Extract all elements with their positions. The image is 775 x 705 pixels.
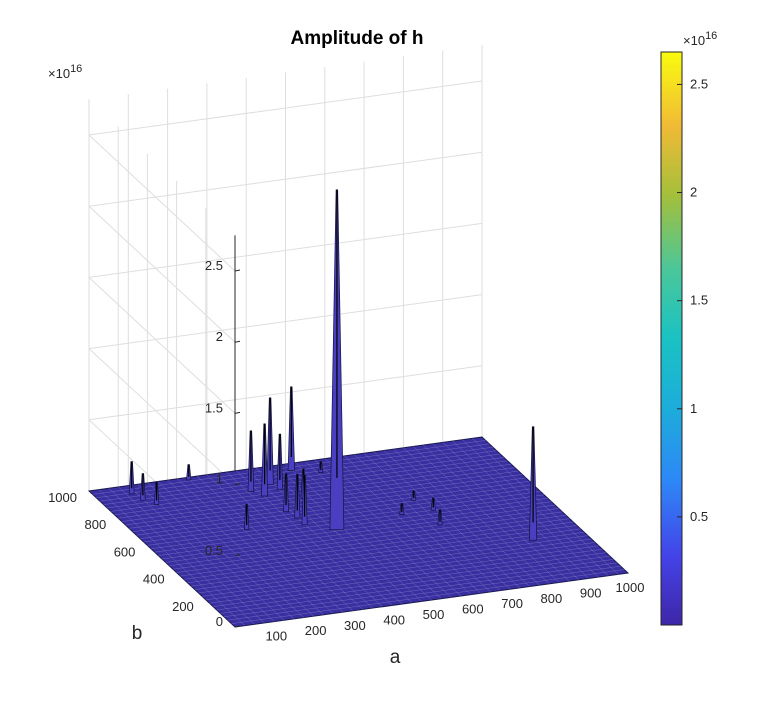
colorbar-tick-label: 1.5 — [690, 293, 708, 308]
x-tick-label: 400 — [383, 612, 405, 627]
mesh-line-b — [129, 474, 523, 529]
mesh-line-b — [103, 450, 497, 505]
mesh-line-a — [344, 455, 491, 593]
mesh-line-b — [121, 467, 515, 522]
mesh-line-a — [432, 443, 580, 580]
grid-line-z-left — [88, 205, 236, 343]
mesh-line-a — [442, 442, 589, 579]
x-tick-label: 300 — [344, 618, 366, 633]
z-tick-label: 2 — [216, 329, 223, 344]
surface-peak — [128, 461, 135, 495]
mesh-line-a — [354, 454, 501, 591]
z-axis-multiplier: ×1016 — [48, 63, 82, 81]
z-tick-label: 1 — [216, 472, 223, 487]
x-tick-label: 600 — [462, 602, 484, 617]
mesh-line-a — [324, 458, 471, 595]
mesh-line-b — [110, 457, 504, 512]
x-tick-label: 100 — [265, 629, 287, 644]
grid-line-z-left — [88, 134, 236, 272]
z-tick-label: 1.5 — [205, 400, 223, 415]
z-tick-label: 2.5 — [205, 258, 223, 273]
surface-peaks — [128, 189, 538, 541]
z-tick-label: 0.5 — [205, 543, 223, 558]
y-tick-label: 400 — [143, 572, 165, 587]
surface-peak — [294, 473, 301, 519]
surface-peak — [529, 426, 538, 541]
mesh-line-b — [125, 470, 519, 526]
y-axis-label: b — [132, 623, 143, 644]
surface-peak — [140, 473, 146, 501]
x-tick-label: 1000 — [616, 580, 645, 595]
surface-peak — [153, 481, 160, 505]
mesh-line-a — [393, 448, 540, 586]
mesh-line-b — [158, 501, 552, 556]
x-tick-label: 800 — [541, 591, 563, 606]
surface-peak — [329, 189, 345, 531]
mesh-line-b — [118, 463, 512, 519]
surface-peak — [301, 475, 308, 526]
mesh-line-b — [154, 497, 548, 553]
mesh-line-a — [403, 447, 550, 584]
z-tick-label: 0 — [216, 614, 223, 629]
z-tick-mark — [234, 483, 241, 486]
surface-peak — [318, 461, 324, 473]
surface-peak — [247, 430, 255, 492]
colorbar: ×1016 0.5 1 1.5 2 2.5 — [660, 30, 717, 626]
colorbar-ticks: 0.5 1 1.5 2 2.5 — [677, 76, 708, 524]
surface-peak — [430, 497, 436, 511]
surface-peak — [243, 504, 250, 530]
mesh-line-a — [363, 453, 511, 590]
y-tick-label: 800 — [84, 517, 106, 532]
mesh-line-a — [295, 462, 442, 599]
y-tick-label: 1000 — [48, 490, 77, 505]
x-tick-label: 500 — [423, 607, 445, 622]
colorbar-tick-label: 2 — [690, 185, 697, 200]
chart-title: Amplitude of h — [291, 28, 424, 49]
z-tick-mark — [234, 269, 241, 272]
x-axis-label: a — [390, 647, 401, 668]
x-tick-label: 900 — [580, 585, 602, 600]
axes-grid — [88, 45, 483, 628]
mesh-line-b — [96, 443, 490, 499]
surface-peak — [186, 464, 192, 481]
colorbar-multiplier: ×1016 — [683, 30, 717, 48]
mesh-line-a — [304, 461, 452, 598]
y-tick-label: 200 — [172, 599, 194, 614]
colorbar-tick-label: 2.5 — [690, 76, 708, 91]
surface-peak — [287, 386, 295, 471]
grid-line-z-left — [88, 277, 236, 414]
surface-floor — [87, 436, 630, 628]
mesh-line-b — [161, 504, 556, 560]
grid-line-z-left — [88, 348, 236, 485]
surface-peak — [283, 473, 289, 513]
y-tick-label: 600 — [114, 544, 136, 559]
mesh-line-b — [151, 494, 545, 550]
z-tick-mark — [234, 411, 241, 414]
colorbar-tick-label: 1 — [690, 401, 697, 416]
surface-peak — [266, 397, 274, 485]
x-tick-label: 700 — [501, 596, 523, 611]
mesh-line-a — [422, 444, 570, 582]
mesh-line-a — [413, 446, 560, 583]
mesh-line-a — [472, 438, 619, 575]
colorbar-tick-label: 0.5 — [690, 509, 708, 524]
surface-peak — [276, 433, 284, 490]
mesh-line-b — [114, 460, 508, 516]
axis-ticks: 0 0.5 1 1.5 2 2.5 100 200 300 400 500 600 700 800 900 1… — [48, 258, 644, 644]
mesh-line-a — [383, 450, 530, 587]
x-tick-label: 200 — [305, 623, 327, 638]
surface-peak — [399, 503, 405, 515]
surface-peak — [437, 509, 443, 526]
z-tick-mark — [234, 625, 241, 628]
surface-peak — [261, 423, 269, 497]
z-tick-mark — [234, 340, 241, 343]
mesh-line-a — [373, 451, 521, 589]
mesh-line-b — [132, 477, 526, 533]
mesh-line-a — [334, 457, 481, 594]
mesh-line-a — [452, 440, 599, 578]
colorbar-gradient — [660, 51, 683, 626]
surface-peak — [411, 490, 417, 501]
z-tick-mark — [234, 554, 241, 557]
